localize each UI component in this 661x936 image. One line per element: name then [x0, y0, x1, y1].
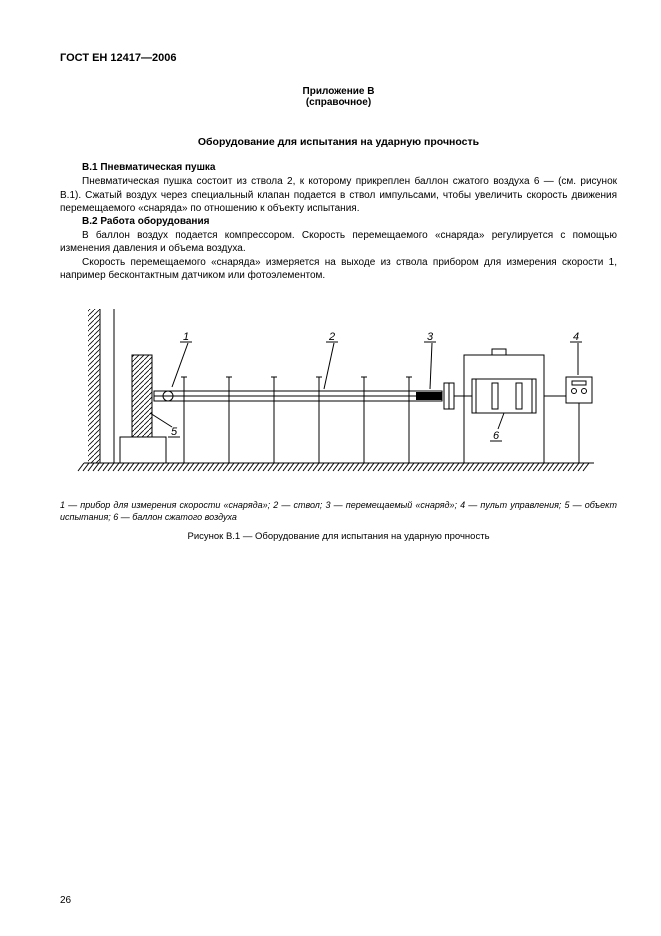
paragraph-1: Пневматическая пушка состоит из ствола 2…	[60, 175, 617, 216]
paragraph-2: В баллон воздух подается компрессором. С…	[60, 229, 617, 256]
document-id: ГОСТ ЕН 12417—2006	[60, 52, 617, 64]
page-number: 26	[60, 895, 71, 906]
svg-text:4: 4	[572, 331, 578, 343]
section-b1-title: В.1 Пневматическая пушка	[82, 162, 617, 173]
annex-note: (справочное)	[60, 97, 617, 108]
svg-text:2: 2	[327, 331, 334, 343]
svg-text:1: 1	[182, 331, 188, 343]
svg-text:3: 3	[426, 331, 433, 343]
paragraph-3: Скорость перемещаемого «снаряда» измеряе…	[60, 256, 617, 283]
figure-b1: 1 2 3 4 5 6	[74, 295, 604, 485]
figure-title: Рисунок В.1 — Оборудование для испытания…	[60, 531, 617, 542]
svg-text:6: 6	[492, 430, 499, 442]
main-title: Оборудование для испытания на ударную пр…	[60, 136, 617, 148]
figure-caption: 1 — прибор для измерения скорости «снаря…	[60, 499, 617, 523]
section-b2-title: В.2 Работа оборудования	[82, 216, 617, 227]
svg-text:5: 5	[170, 426, 177, 438]
annex-label: Приложение В	[60, 86, 617, 97]
